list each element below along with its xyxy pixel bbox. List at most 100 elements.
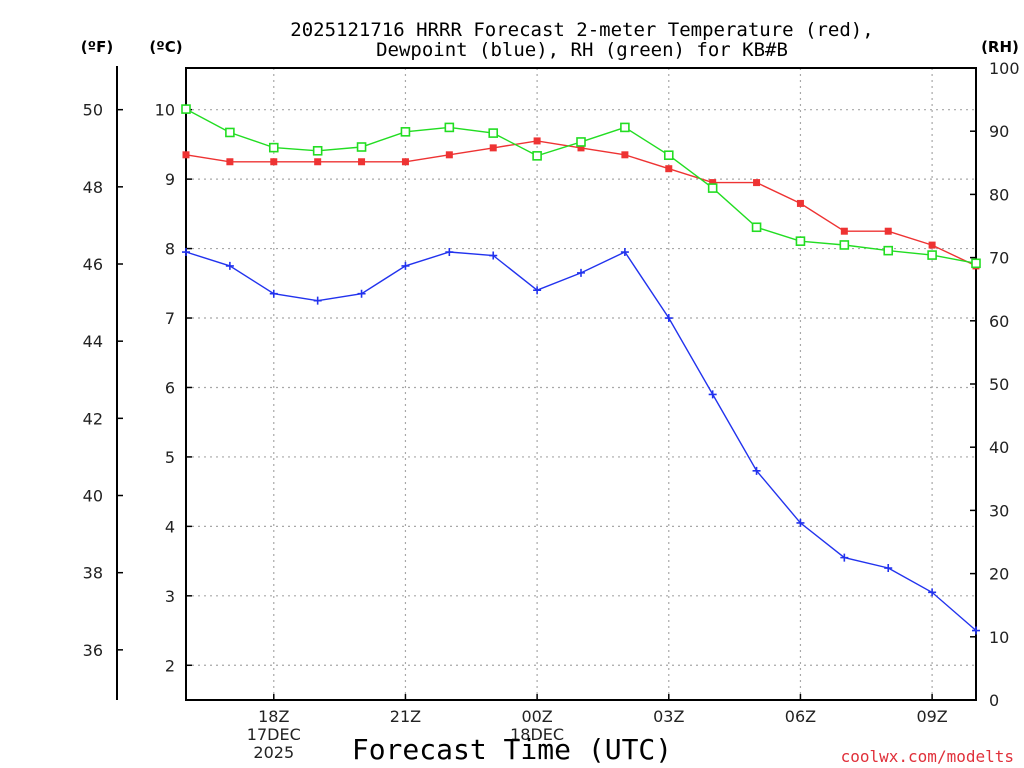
rh-point (707, 183, 718, 193)
fahrenheit-tick-label: 36 (83, 641, 103, 660)
rh-tick-label: 30 (989, 501, 1009, 520)
rh-point (488, 128, 499, 138)
rh-point (532, 151, 542, 161)
rh-point (356, 142, 367, 152)
rh-point (839, 240, 850, 250)
source-credit: coolwx.com/modelts (841, 747, 1014, 766)
plot-frame (185, 67, 977, 701)
rh-tick-label: 50 (989, 375, 1009, 394)
temperature-point (533, 137, 541, 145)
temperature-point (314, 158, 322, 166)
temperature-point (401, 158, 409, 166)
temperature-point (796, 199, 804, 207)
x-tick-label: 00Z (521, 707, 552, 726)
temperature-point (753, 179, 761, 187)
rh-line (185, 108, 977, 264)
x-axis-title: Forecast Time (UTC) (352, 733, 672, 766)
celsius-tick-label: 4 (165, 517, 175, 536)
rh-tick-label: 90 (989, 122, 1009, 141)
dewpoint-point (708, 390, 717, 399)
axis-ticks: 2 3 4 5 6 7 8 9 10 36 38 40 42 44 46 48 50 0 10 20 30 40 50 60 7… (83, 59, 1020, 762)
rh-point (312, 145, 323, 156)
rh-tick-label: 70 (989, 249, 1009, 268)
rh-point (268, 142, 279, 153)
x-tick-label: 21Z (390, 707, 421, 726)
temperature-point (489, 144, 497, 152)
temperature-point (358, 158, 366, 166)
fahrenheit-tick-label: 42 (83, 409, 103, 428)
dewpoint-point (577, 268, 585, 277)
x-tick-label: 09Z (916, 707, 947, 726)
grid-lines (186, 68, 976, 700)
rh-point (751, 222, 762, 233)
dewpoint-point (796, 518, 805, 527)
rh-point (883, 245, 894, 256)
celsius-tick-label: 2 (165, 656, 175, 675)
dewpoint-point (533, 286, 542, 295)
dewpoint-point (972, 626, 980, 635)
temperature-point (665, 165, 673, 173)
rh-tick-label: 60 (989, 312, 1009, 331)
temperature-point (928, 241, 936, 249)
dewpoint-point (182, 248, 190, 257)
fahrenheit-tick-label: 50 (83, 101, 103, 120)
rh-tick-label: 20 (989, 565, 1009, 584)
fahrenheit-tick-label: 48 (83, 178, 103, 197)
fahrenheit-tick-label: 44 (83, 332, 103, 351)
fahrenheit-unit-label: (ºF) (81, 38, 113, 56)
dewpoint-point (313, 296, 322, 305)
dewpoint-point (620, 248, 629, 257)
rh-point (225, 127, 235, 138)
x-tick-label: 18DEC (510, 725, 564, 744)
dewpoint-point (884, 564, 893, 573)
celsius-unit-label: (ºC) (149, 38, 182, 56)
chart-title-line1: 2025121716 HRRR Forecast 2-meter Tempera… (290, 19, 873, 41)
rh-unit-label: (RH) (981, 38, 1019, 56)
rh-tick-label: 100 (989, 59, 1020, 78)
chart-title-line2: Dewpoint (blue), RH (green) for KB#B (376, 39, 788, 61)
dewpoint-point (664, 314, 673, 323)
rh-tick-label: 80 (989, 185, 1009, 204)
temperature-point (621, 151, 629, 159)
x-tick-label: 18Z (258, 707, 289, 726)
rh-point (181, 104, 191, 114)
rh-point (927, 250, 937, 260)
dewpoint-point (357, 289, 366, 298)
dewpoint-point (489, 251, 498, 260)
celsius-tick-label: 7 (165, 309, 175, 328)
temperature-point (577, 144, 585, 152)
rh-point (795, 236, 806, 246)
temperature-point (226, 158, 234, 166)
celsius-tick-label: 10 (155, 101, 175, 120)
x-tick-label: 06Z (785, 707, 816, 726)
celsius-tick-label: 3 (165, 587, 175, 606)
temperature-point (840, 227, 848, 235)
celsius-tick-label: 5 (165, 448, 175, 467)
dewpoint-point (752, 466, 761, 475)
celsius-tick-label: 9 (165, 170, 175, 189)
temperature-point (182, 151, 190, 159)
x-tick-label: 03Z (653, 707, 684, 726)
dewpoint-point (225, 261, 234, 270)
data-series (181, 104, 981, 635)
rh-tick-label: 40 (989, 438, 1009, 457)
rh-tick-label: 10 (989, 628, 1009, 647)
dewpoint-point (269, 289, 278, 298)
fahrenheit-tick-label: 40 (83, 487, 103, 506)
dewpoint-line (185, 251, 977, 632)
temperature-point (884, 227, 892, 235)
fahrenheit-tick-label: 46 (83, 255, 103, 274)
x-tick-label: 17DEC (247, 725, 301, 744)
dewpoint-point (401, 261, 410, 270)
dewpoint-point (928, 588, 937, 597)
rh-point (400, 127, 411, 137)
rh-point (444, 122, 455, 133)
rh-tick-label: 0 (989, 691, 999, 710)
rh-point (663, 150, 674, 161)
rh-point (971, 258, 981, 269)
temperature-point (709, 179, 717, 187)
temperature-point (270, 158, 278, 166)
fahrenheit-tick-label: 38 (83, 564, 103, 583)
temperature-point (445, 151, 453, 159)
